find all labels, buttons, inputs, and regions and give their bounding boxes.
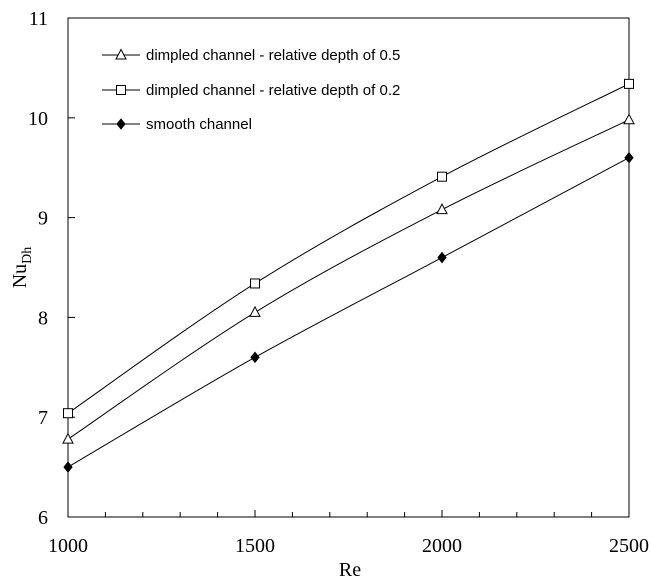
series-1 (62, 113, 635, 444)
y-tick-label: 9 (38, 208, 48, 230)
data-point-square (63, 408, 73, 419)
y-tick-label: 8 (38, 307, 48, 329)
y-tick-label: 6 (38, 507, 48, 529)
series-line (67, 157, 630, 468)
y-axis-title: NuDh (9, 247, 35, 289)
legend-label: dimpled channel - relative depth of 0.5 (146, 47, 400, 64)
x-axis-title: Re (339, 559, 361, 579)
legend: dimpled channel - relative depth of 0.5 d… (102, 47, 400, 133)
legend-marker-square (116, 85, 126, 95)
series-line (67, 119, 630, 440)
y-axis: 6 7 8 9 10 11 (28, 8, 75, 529)
legend-item: dimpled channel - relative depth of 0.2 (102, 82, 400, 99)
series-layer (62, 78, 635, 473)
data-point-triangle (62, 432, 74, 444)
data-point-square (250, 278, 260, 289)
legend-marker-diamond (116, 118, 126, 130)
data-point-diamond (624, 151, 634, 164)
legend-item: smooth channel (102, 116, 252, 133)
legend-item: dimpled channel - relative depth of 0.5 (102, 47, 400, 64)
plot-border (67, 17, 630, 518)
data-point-square (437, 171, 447, 182)
legend-label: smooth channel (146, 116, 252, 133)
x-tick-label: 1500 (235, 535, 275, 557)
data-point-triangle (436, 203, 448, 215)
data-point-square (624, 78, 634, 89)
legend-marker-triangle (115, 48, 127, 60)
y-axis-title-subscript: Dh (20, 247, 35, 264)
series-2 (63, 78, 634, 419)
legend-label: dimpled channel - relative depth of 0.2 (146, 82, 400, 99)
y-axis-title-main: Nu (9, 264, 31, 288)
y-tick-label: 7 (38, 407, 48, 429)
x-axis: 1000 1500 2000 2500 (48, 510, 649, 557)
data-point-triangle (249, 305, 261, 317)
x-tick-label: 2500 (609, 535, 649, 557)
data-point-diamond (437, 251, 447, 264)
series-line (67, 83, 630, 414)
x-tick-label: 1000 (48, 535, 88, 557)
x-tick-label: 2000 (422, 535, 462, 557)
data-point-triangle (623, 113, 635, 125)
y-tick-label: 11 (29, 8, 48, 30)
data-point-diamond (250, 351, 260, 364)
plot-frame (67, 17, 630, 518)
data-point-diamond (63, 461, 73, 473)
y-tick-label: 10 (28, 108, 48, 130)
series-3 (63, 151, 634, 473)
